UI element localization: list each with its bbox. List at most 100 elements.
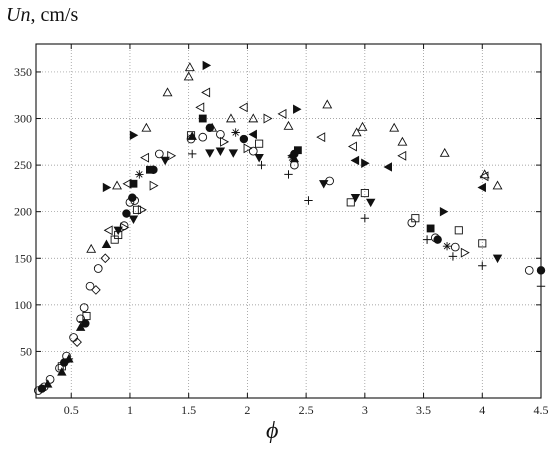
x-tick-label: 2 bbox=[244, 403, 250, 417]
data-point bbox=[479, 169, 490, 179]
data-point bbox=[360, 189, 369, 198]
x-tick-label: 3 bbox=[362, 403, 368, 417]
data-point bbox=[128, 193, 137, 202]
y-tick-label: 250 bbox=[14, 158, 32, 172]
y-tick-label: 50 bbox=[20, 344, 32, 358]
data-point bbox=[184, 62, 195, 72]
data-point bbox=[146, 165, 154, 174]
grid bbox=[36, 44, 542, 398]
data-point bbox=[132, 205, 142, 214]
data-point bbox=[137, 204, 147, 215]
data-point bbox=[322, 99, 333, 109]
data-point bbox=[284, 170, 293, 179]
data-point bbox=[64, 354, 74, 364]
data-point bbox=[450, 242, 460, 252]
data-point bbox=[140, 152, 150, 163]
y-tick-label: 200 bbox=[14, 205, 32, 219]
data-point bbox=[365, 198, 376, 208]
plot-frame bbox=[35, 43, 542, 399]
y-tick-label: 350 bbox=[14, 65, 32, 79]
data-point bbox=[350, 155, 360, 166]
data-point bbox=[112, 180, 122, 190]
data-point bbox=[478, 239, 487, 248]
data-point bbox=[536, 266, 546, 275]
data-point bbox=[149, 180, 159, 191]
data-point bbox=[122, 209, 131, 218]
data-point bbox=[255, 139, 264, 148]
data-point bbox=[357, 121, 368, 131]
data-point bbox=[351, 127, 362, 137]
data-point bbox=[103, 225, 113, 236]
x-tick-label: 4 bbox=[479, 403, 485, 417]
data-point bbox=[82, 311, 91, 321]
x-tick-label: 4.5 bbox=[534, 403, 549, 417]
data-point bbox=[347, 141, 357, 152]
data-point bbox=[228, 149, 239, 158]
data-point bbox=[220, 136, 230, 147]
data-point bbox=[187, 149, 197, 159]
data-point bbox=[248, 113, 259, 123]
data-point bbox=[360, 214, 370, 223]
data-point bbox=[205, 149, 215, 158]
data-point bbox=[397, 150, 407, 161]
data-point bbox=[78, 317, 88, 326]
data-point bbox=[454, 226, 463, 235]
data-point bbox=[524, 266, 534, 275]
data-point bbox=[283, 120, 294, 130]
data-point bbox=[225, 113, 236, 123]
data-point bbox=[57, 367, 67, 376]
data-point bbox=[201, 87, 211, 98]
data-point bbox=[254, 153, 264, 163]
data-point bbox=[93, 264, 103, 273]
y-axis-label: Un, cm/s bbox=[6, 4, 78, 27]
y-axis-unit: , cm/s bbox=[30, 4, 79, 26]
data-point bbox=[238, 102, 248, 113]
data-point bbox=[389, 122, 400, 132]
x-tick-label: 0.5 bbox=[64, 403, 79, 417]
data-point bbox=[122, 178, 132, 189]
data-point bbox=[239, 134, 249, 144]
data-point bbox=[69, 333, 78, 342]
data-point bbox=[263, 113, 273, 124]
data-point bbox=[202, 60, 212, 71]
y-axis-symbol: Un bbox=[6, 4, 31, 26]
data-point bbox=[426, 224, 435, 233]
x-tick-label: 1.5 bbox=[181, 403, 196, 417]
data-point bbox=[141, 122, 152, 132]
x-tick-label: 3.5 bbox=[416, 403, 431, 417]
data-point bbox=[243, 143, 253, 154]
data-point bbox=[72, 337, 82, 347]
data-point bbox=[448, 252, 458, 261]
data-point bbox=[439, 147, 450, 157]
data-point bbox=[128, 215, 139, 224]
y-tick-label: 150 bbox=[14, 251, 32, 265]
data-point bbox=[319, 180, 329, 189]
data-point bbox=[433, 235, 442, 244]
data-point bbox=[346, 198, 355, 207]
data-point bbox=[43, 379, 53, 388]
data-point bbox=[86, 243, 97, 253]
x-tick-label: 2.5 bbox=[299, 403, 314, 417]
data-point bbox=[422, 235, 432, 244]
data-point bbox=[102, 182, 112, 193]
y-tick-label: 300 bbox=[14, 112, 32, 126]
data-point bbox=[187, 131, 197, 140]
data-point bbox=[135, 170, 144, 179]
data-point bbox=[439, 206, 449, 217]
data-point bbox=[383, 162, 392, 172]
data-point bbox=[479, 171, 489, 182]
data-point bbox=[198, 114, 207, 123]
data-point bbox=[350, 194, 361, 203]
data-point bbox=[477, 182, 486, 193]
data-point bbox=[79, 303, 89, 312]
x-tick-label: 1 bbox=[127, 403, 133, 417]
x-axis-label: ϕ bbox=[266, 418, 279, 444]
data-point bbox=[154, 149, 164, 159]
data-points bbox=[33, 60, 546, 395]
data-point bbox=[207, 122, 218, 132]
data-point bbox=[162, 87, 173, 97]
data-point bbox=[183, 71, 194, 81]
data-point bbox=[257, 160, 266, 170]
data-point bbox=[129, 179, 138, 188]
